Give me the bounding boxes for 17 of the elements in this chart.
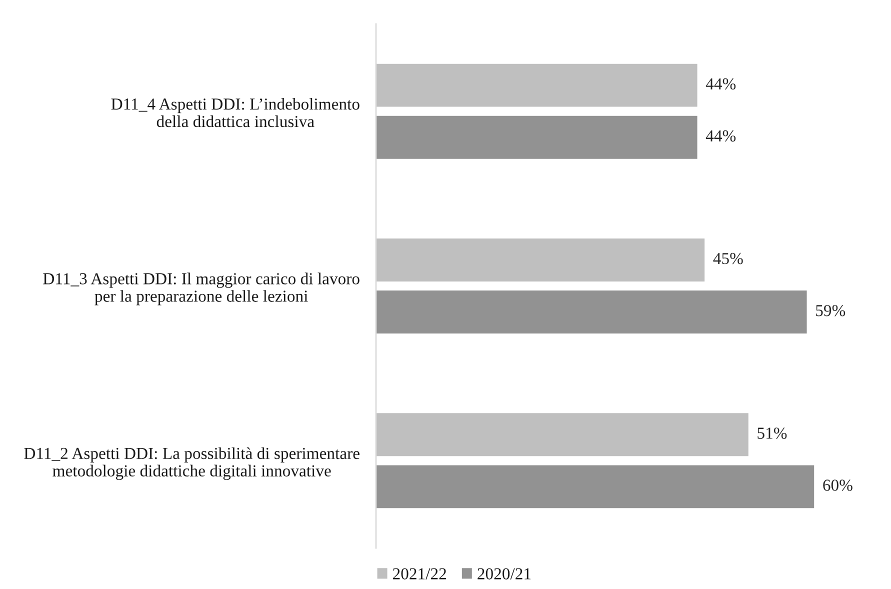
bar	[376, 238, 705, 282]
y-tick-label: D11_3 Aspetti DDI: Il maggior carico di lavoro per la preparazione delle lezioni	[43, 272, 360, 306]
data-label: 59%	[816, 304, 846, 316]
data-label: 45%	[713, 252, 743, 264]
legend-label: 2020/21	[478, 568, 531, 580]
bar	[376, 116, 698, 159]
bar	[376, 290, 807, 334]
data-label: 51%	[758, 428, 787, 439]
data-label: 44%	[706, 78, 736, 90]
bar	[376, 413, 748, 456]
y-tick-label: D11_4 Aspetti DDI: L’indebolimento della didattica inclusiva	[111, 98, 360, 128]
legend-label: 2021/22	[393, 568, 446, 580]
data-label: 60%	[823, 480, 852, 491]
bar	[376, 465, 814, 508]
y-tick-label: D11_2 Aspetti DDI: La possibilità di sperimentare metodologie didattiche digitali innovative	[24, 447, 360, 480]
bar	[376, 64, 698, 107]
data-label: 44%	[706, 130, 736, 142]
